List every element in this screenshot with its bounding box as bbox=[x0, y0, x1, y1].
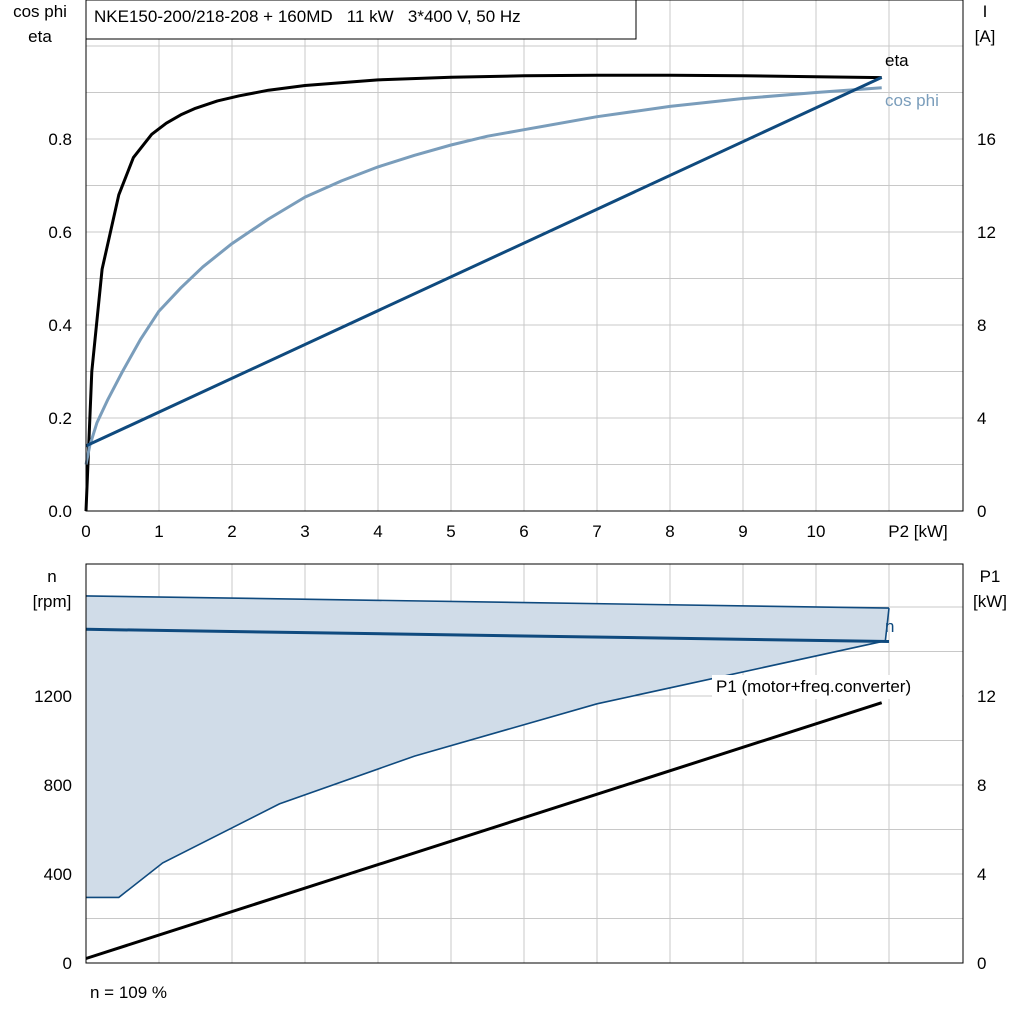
series-n-upper-limit-line bbox=[85, 595, 890, 609]
bottom-left-y-tick-label: 0 bbox=[63, 954, 72, 973]
series-n-line bbox=[85, 627, 890, 643]
bottom-tick-labels: 0 400 800 1200 0 4 8 12 bbox=[34, 687, 996, 973]
top-x-tick-label: 0 bbox=[81, 522, 90, 541]
bottom-right-axis-label-1: P1 bbox=[980, 567, 1001, 586]
n-curve-label: n bbox=[885, 617, 894, 636]
series-I-line bbox=[85, 76, 883, 448]
top-x-tick-label: 4 bbox=[373, 522, 382, 541]
top-x-tick-label: 8 bbox=[665, 522, 674, 541]
top-series-layer bbox=[84, 73, 883, 512]
chart-title: NKE150-200/218-208 + 160MD 11 kW 3*400 V… bbox=[94, 7, 521, 26]
series-p1-line bbox=[85, 701, 883, 960]
series-n-lower-limit-line bbox=[86, 640, 886, 899]
top-left-y-tick-label: 0.6 bbox=[48, 223, 72, 242]
speed-footer-note: n = 109 % bbox=[90, 983, 167, 1002]
bottom-right-y-tick-label: 0 bbox=[977, 954, 986, 973]
bottom-right-axis-label-2: [kW] bbox=[973, 592, 1007, 611]
bottom-right-y-tick-label: 12 bbox=[977, 687, 996, 706]
bottom-left-axis-label-1: n bbox=[47, 567, 56, 586]
top-x-tick-label: 6 bbox=[519, 522, 528, 541]
top-x-tick-label: 1 bbox=[154, 522, 163, 541]
bottom-right-y-tick-label: 4 bbox=[977, 865, 986, 884]
top-x-tick-label: 3 bbox=[300, 522, 309, 541]
top-x-tick-label: 5 bbox=[446, 522, 455, 541]
top-right-y-tick-label: 8 bbox=[977, 316, 986, 335]
top-right-y-tick-label: 12 bbox=[977, 223, 996, 242]
top-x-tick-label: 10 bbox=[807, 522, 826, 541]
eta-curve-label: eta bbox=[885, 51, 909, 70]
top-right-y-tick-label: 0 bbox=[977, 502, 986, 521]
speed-power-panel: 0 400 800 1200 0 4 8 12 n [rpm] P1 [kW] n P1 (m… bbox=[33, 563, 1007, 1002]
top-x-tick-label: 2 bbox=[227, 522, 236, 541]
top-right-axis-label-1: I bbox=[983, 2, 988, 21]
cos-phi-curve-label: cos phi bbox=[885, 91, 939, 110]
top-left-y-tick-label: 0.0 bbox=[48, 502, 72, 521]
top-left-y-tick-label: 0.2 bbox=[48, 409, 72, 428]
top-x-tick-label: 9 bbox=[738, 522, 747, 541]
top-left-y-tick-label: 0.8 bbox=[48, 130, 72, 149]
bottom-left-axis-label-2: [rpm] bbox=[33, 592, 72, 611]
series-eta-line bbox=[84, 73, 882, 512]
top-left-axis-label-2: eta bbox=[28, 27, 52, 46]
top-plot-frame bbox=[85, 0, 964, 512]
bottom-series-layer bbox=[85, 595, 890, 960]
bottom-left-y-tick-label: 800 bbox=[44, 776, 72, 795]
chart-title-box bbox=[85, 0, 637, 40]
series-cos-phi-line bbox=[84, 86, 882, 465]
bottom-right-y-tick-label: 8 bbox=[977, 776, 986, 795]
top-x-tick-label: 7 bbox=[592, 522, 601, 541]
top-right-axis-label-2: [A] bbox=[975, 27, 996, 46]
top-right-y-tick-label: 16 bbox=[977, 130, 996, 149]
p1-curve-label: P1 (motor+freq.converter) bbox=[716, 677, 911, 696]
top-left-y-tick-label: 0.4 bbox=[48, 316, 72, 335]
speed-range-band bbox=[86, 595, 889, 898]
p1-label-background bbox=[712, 675, 962, 699]
top-x-axis-label: P2 [kW] bbox=[888, 522, 948, 541]
bottom-plot-frame bbox=[85, 563, 964, 964]
bottom-left-y-tick-label: 400 bbox=[44, 865, 72, 884]
bottom-left-y-tick-label: 1200 bbox=[34, 687, 72, 706]
top-right-y-tick-label: 4 bbox=[977, 409, 986, 428]
speed-band-right-edge bbox=[884, 608, 890, 641]
top-left-axis-label-1: cos phi bbox=[13, 2, 67, 21]
